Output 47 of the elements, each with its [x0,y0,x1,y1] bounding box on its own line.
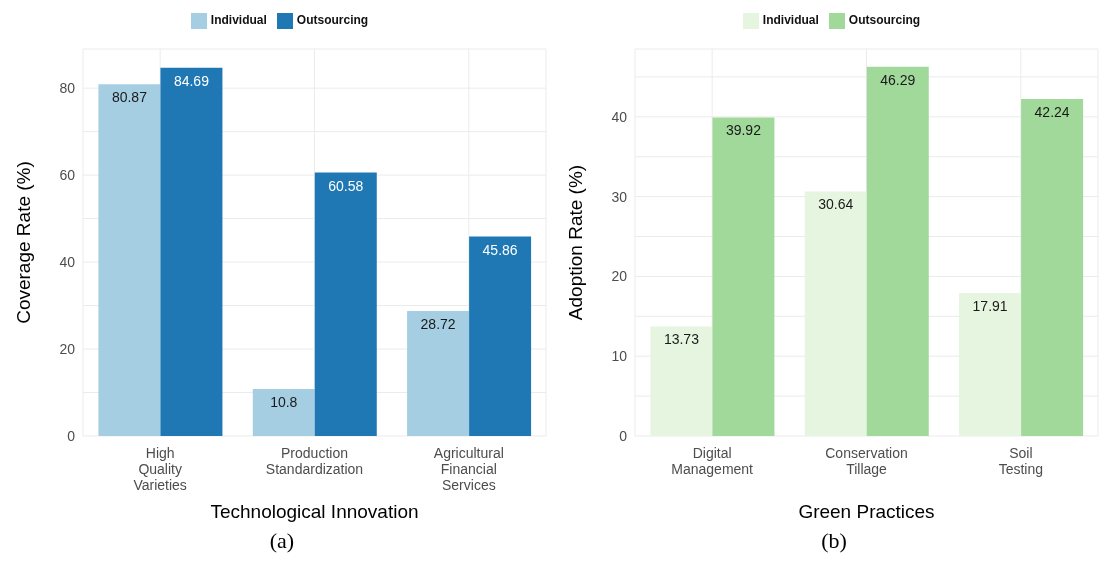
legend-label: Individual [210,13,267,28]
x-tick-label: High Quality Varieties [133,445,187,493]
y-tick-label: 20 [59,341,76,357]
x-axis-title: Green Practices [798,501,935,522]
x-tick-label: Conservation Tillage [825,445,908,477]
data-label: 17.91 [972,298,1008,315]
data-label: 84.69 [173,72,210,89]
legend-label: Outsourcing [296,13,369,28]
bar [866,66,929,436]
data-label: 60.58 [328,177,364,194]
y-tick-label: 30 [611,188,628,205]
data-label: 39.92 [725,122,762,139]
x-axis-title: Technological Innovation [210,501,419,522]
text: (b) [820,528,848,554]
data-label: 13.73 [663,331,700,348]
y-tick-label: 40 [59,254,76,271]
data-label: 10.8 [270,393,298,410]
x-tick-label: Production Standardization [265,445,364,477]
x-tick-label: Agricultural Financial Services [433,445,504,493]
data-label: 45.86 [482,241,518,258]
data-label: 42.24 [1034,103,1070,120]
bar [712,117,775,436]
bar [252,389,315,436]
bar [1021,98,1084,436]
y-axis-title: Coverage Rate (%) [12,161,34,324]
bar [98,84,161,436]
y-tick-label: 60 [59,167,76,184]
data-label: 28.72 [420,316,456,333]
data-label: 46.29 [880,71,916,88]
data-label: 30.64 [818,196,854,213]
x-tick-label: Digital Management [671,445,754,477]
y-tick-label: 10 [611,348,628,365]
y-tick-label: 80 [59,80,76,97]
bar [407,311,470,436]
legend-label: Outsourcing [848,13,921,28]
y-tick-label: 20 [611,268,628,285]
bar [314,172,377,436]
data-label: 80.87 [111,89,148,106]
text: (a) [268,528,296,554]
bar [469,236,532,436]
legend-label: Individual [762,13,819,28]
y-tick-label: 0 [619,427,628,444]
y-tick-label: 0 [67,427,76,444]
y-tick-label: 40 [611,108,628,125]
y-axis-title: Adoption Rate (%) [564,164,586,321]
x-tick-label: Soil Testing [998,445,1044,477]
bar [160,67,223,436]
